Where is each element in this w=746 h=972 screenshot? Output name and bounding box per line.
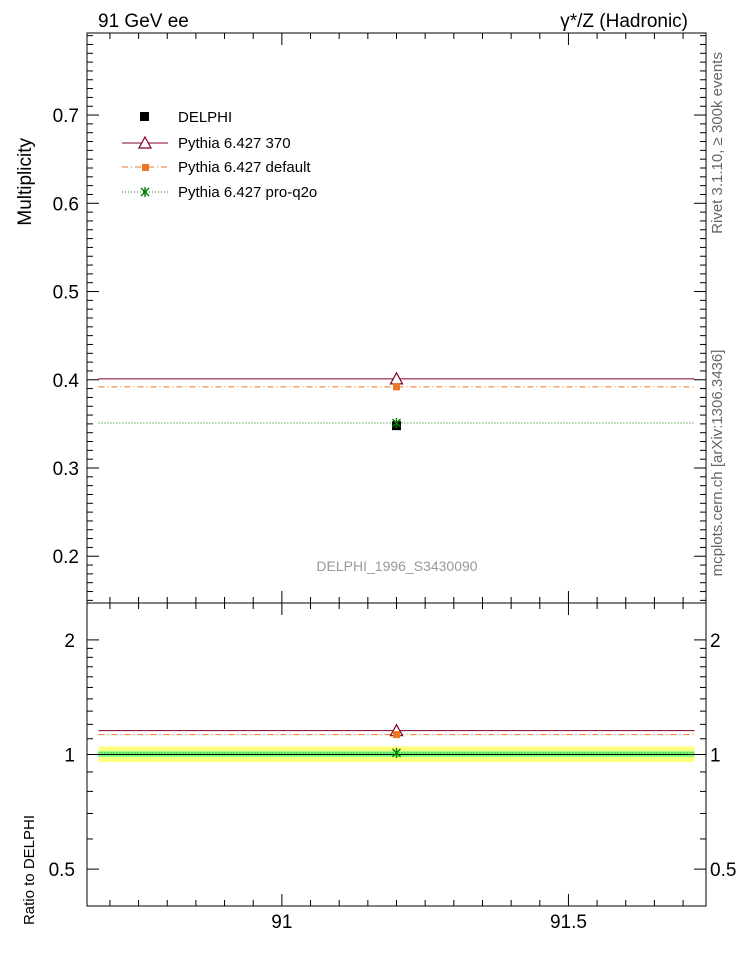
main-ytick-label: 0.7 — [53, 106, 79, 127]
ratio-ytick-label-left: 2 — [64, 631, 75, 652]
analysis-id: DELPHI_1996_S3430090 — [316, 558, 477, 574]
legend-label-delphi: DELPHI — [178, 109, 232, 126]
main-ytick-label: 0.2 — [53, 547, 79, 568]
rivet-label: Rivet 3.1.10, ≥ 300k events — [709, 52, 726, 234]
ratio-ytick-label-left: 1 — [64, 746, 75, 767]
ratio-ylabel: Ratio to DELPHI — [21, 815, 38, 925]
ratio-ytick-label-left: 0.5 — [49, 860, 75, 881]
legend-marker-proq2o — [140, 187, 150, 197]
main-ytick-label: 0.5 — [53, 283, 79, 304]
mcplots-label: mcplots.cern.ch [arXiv:1306.3436] — [709, 350, 726, 577]
ratio-ytick-label-right: 0.5 — [710, 860, 736, 881]
legend-label-default: Pythia 6.427 default — [178, 159, 311, 176]
legend-label-370: Pythia 6.427 370 — [178, 135, 291, 152]
axis-ticks — [87, 33, 706, 906]
process-title: γ*/Z (Hadronic) — [560, 11, 688, 32]
xtick-label: 91 — [271, 912, 292, 933]
xtick-label: 91.5 — [550, 912, 587, 933]
legend-marker-370 — [137, 135, 153, 149]
ratio-point-pythia-6-427-pro-q2o — [392, 747, 401, 758]
ratio-plot-frame — [86, 602, 707, 907]
ratio-point-pythia-6-427-default — [393, 731, 400, 739]
legend: DELPHI Pythia 6.427 370 Pythia 6.427 def… — [122, 109, 317, 201]
main-ylabel: Multiplicity — [15, 138, 36, 226]
legend-marker-default — [142, 164, 149, 171]
legend-marker-delphi — [140, 112, 149, 121]
legend-label-proq2o: Pythia 6.427 pro-q2o — [178, 184, 317, 201]
main-point-pythia-6-427-default — [393, 383, 400, 391]
main-ytick-label: 0.6 — [53, 194, 79, 215]
series-markers — [389, 371, 404, 758]
main-ytick-label: 0.3 — [53, 459, 79, 480]
main-ytick-label: 0.4 — [53, 371, 80, 392]
main-point-pythia-6-427-pro-q2o — [392, 418, 401, 428]
energy-title: 91 GeV ee — [98, 11, 189, 32]
ratio-ytick-label-right: 1 — [710, 746, 721, 767]
tick-labels: 0.2 0.3 0.4 0.5 0.6 0.7 0.5 0.5 1 1 2 2 91 91.5 — [49, 106, 737, 933]
ratio-ytick-label-right: 2 — [710, 631, 721, 652]
